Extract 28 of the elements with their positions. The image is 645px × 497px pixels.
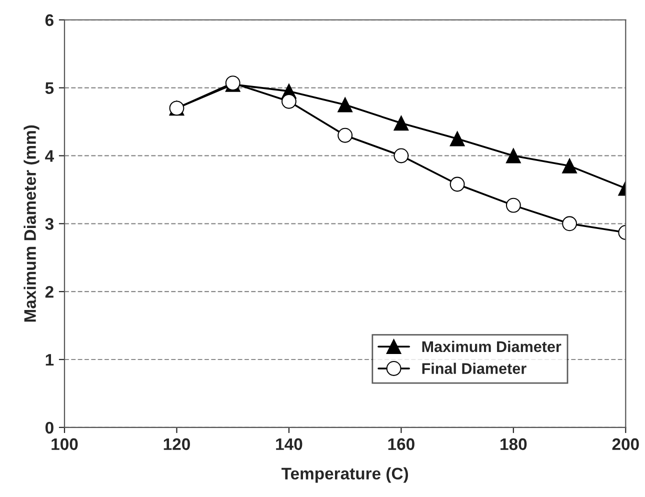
x-tick-label: 160 xyxy=(388,438,414,450)
point xyxy=(562,216,577,232)
x-axis-title: Temperature (C) xyxy=(282,467,408,483)
y-tick-label: 3 xyxy=(45,218,54,230)
y-axis-title: Maximum Diameter (mm) xyxy=(24,125,40,322)
y-tick-label: 1 xyxy=(46,354,54,366)
point xyxy=(281,94,296,109)
point xyxy=(562,158,577,174)
x-tick-label: 180 xyxy=(500,438,527,450)
y-tick-label: 0 xyxy=(45,422,54,434)
point xyxy=(450,131,465,146)
y-tick-label: 5 xyxy=(45,82,54,94)
y-tick-label: 6 xyxy=(45,14,54,26)
legend-label: Final Diameter xyxy=(422,362,526,374)
point xyxy=(506,198,521,213)
point xyxy=(338,128,353,143)
legend-label: Maximum Diameter xyxy=(422,340,562,352)
point xyxy=(394,148,409,164)
x-tick-label: 100 xyxy=(52,438,78,450)
x-tick-label: 200 xyxy=(612,438,639,450)
x-tick-label: 140 xyxy=(276,438,302,450)
point xyxy=(450,176,465,192)
y-tick-label: 2 xyxy=(45,286,54,298)
x-tick-label: 120 xyxy=(164,438,190,450)
point xyxy=(506,148,521,164)
y-tick-label: 4 xyxy=(45,150,54,162)
point xyxy=(338,97,353,112)
point xyxy=(394,116,409,131)
